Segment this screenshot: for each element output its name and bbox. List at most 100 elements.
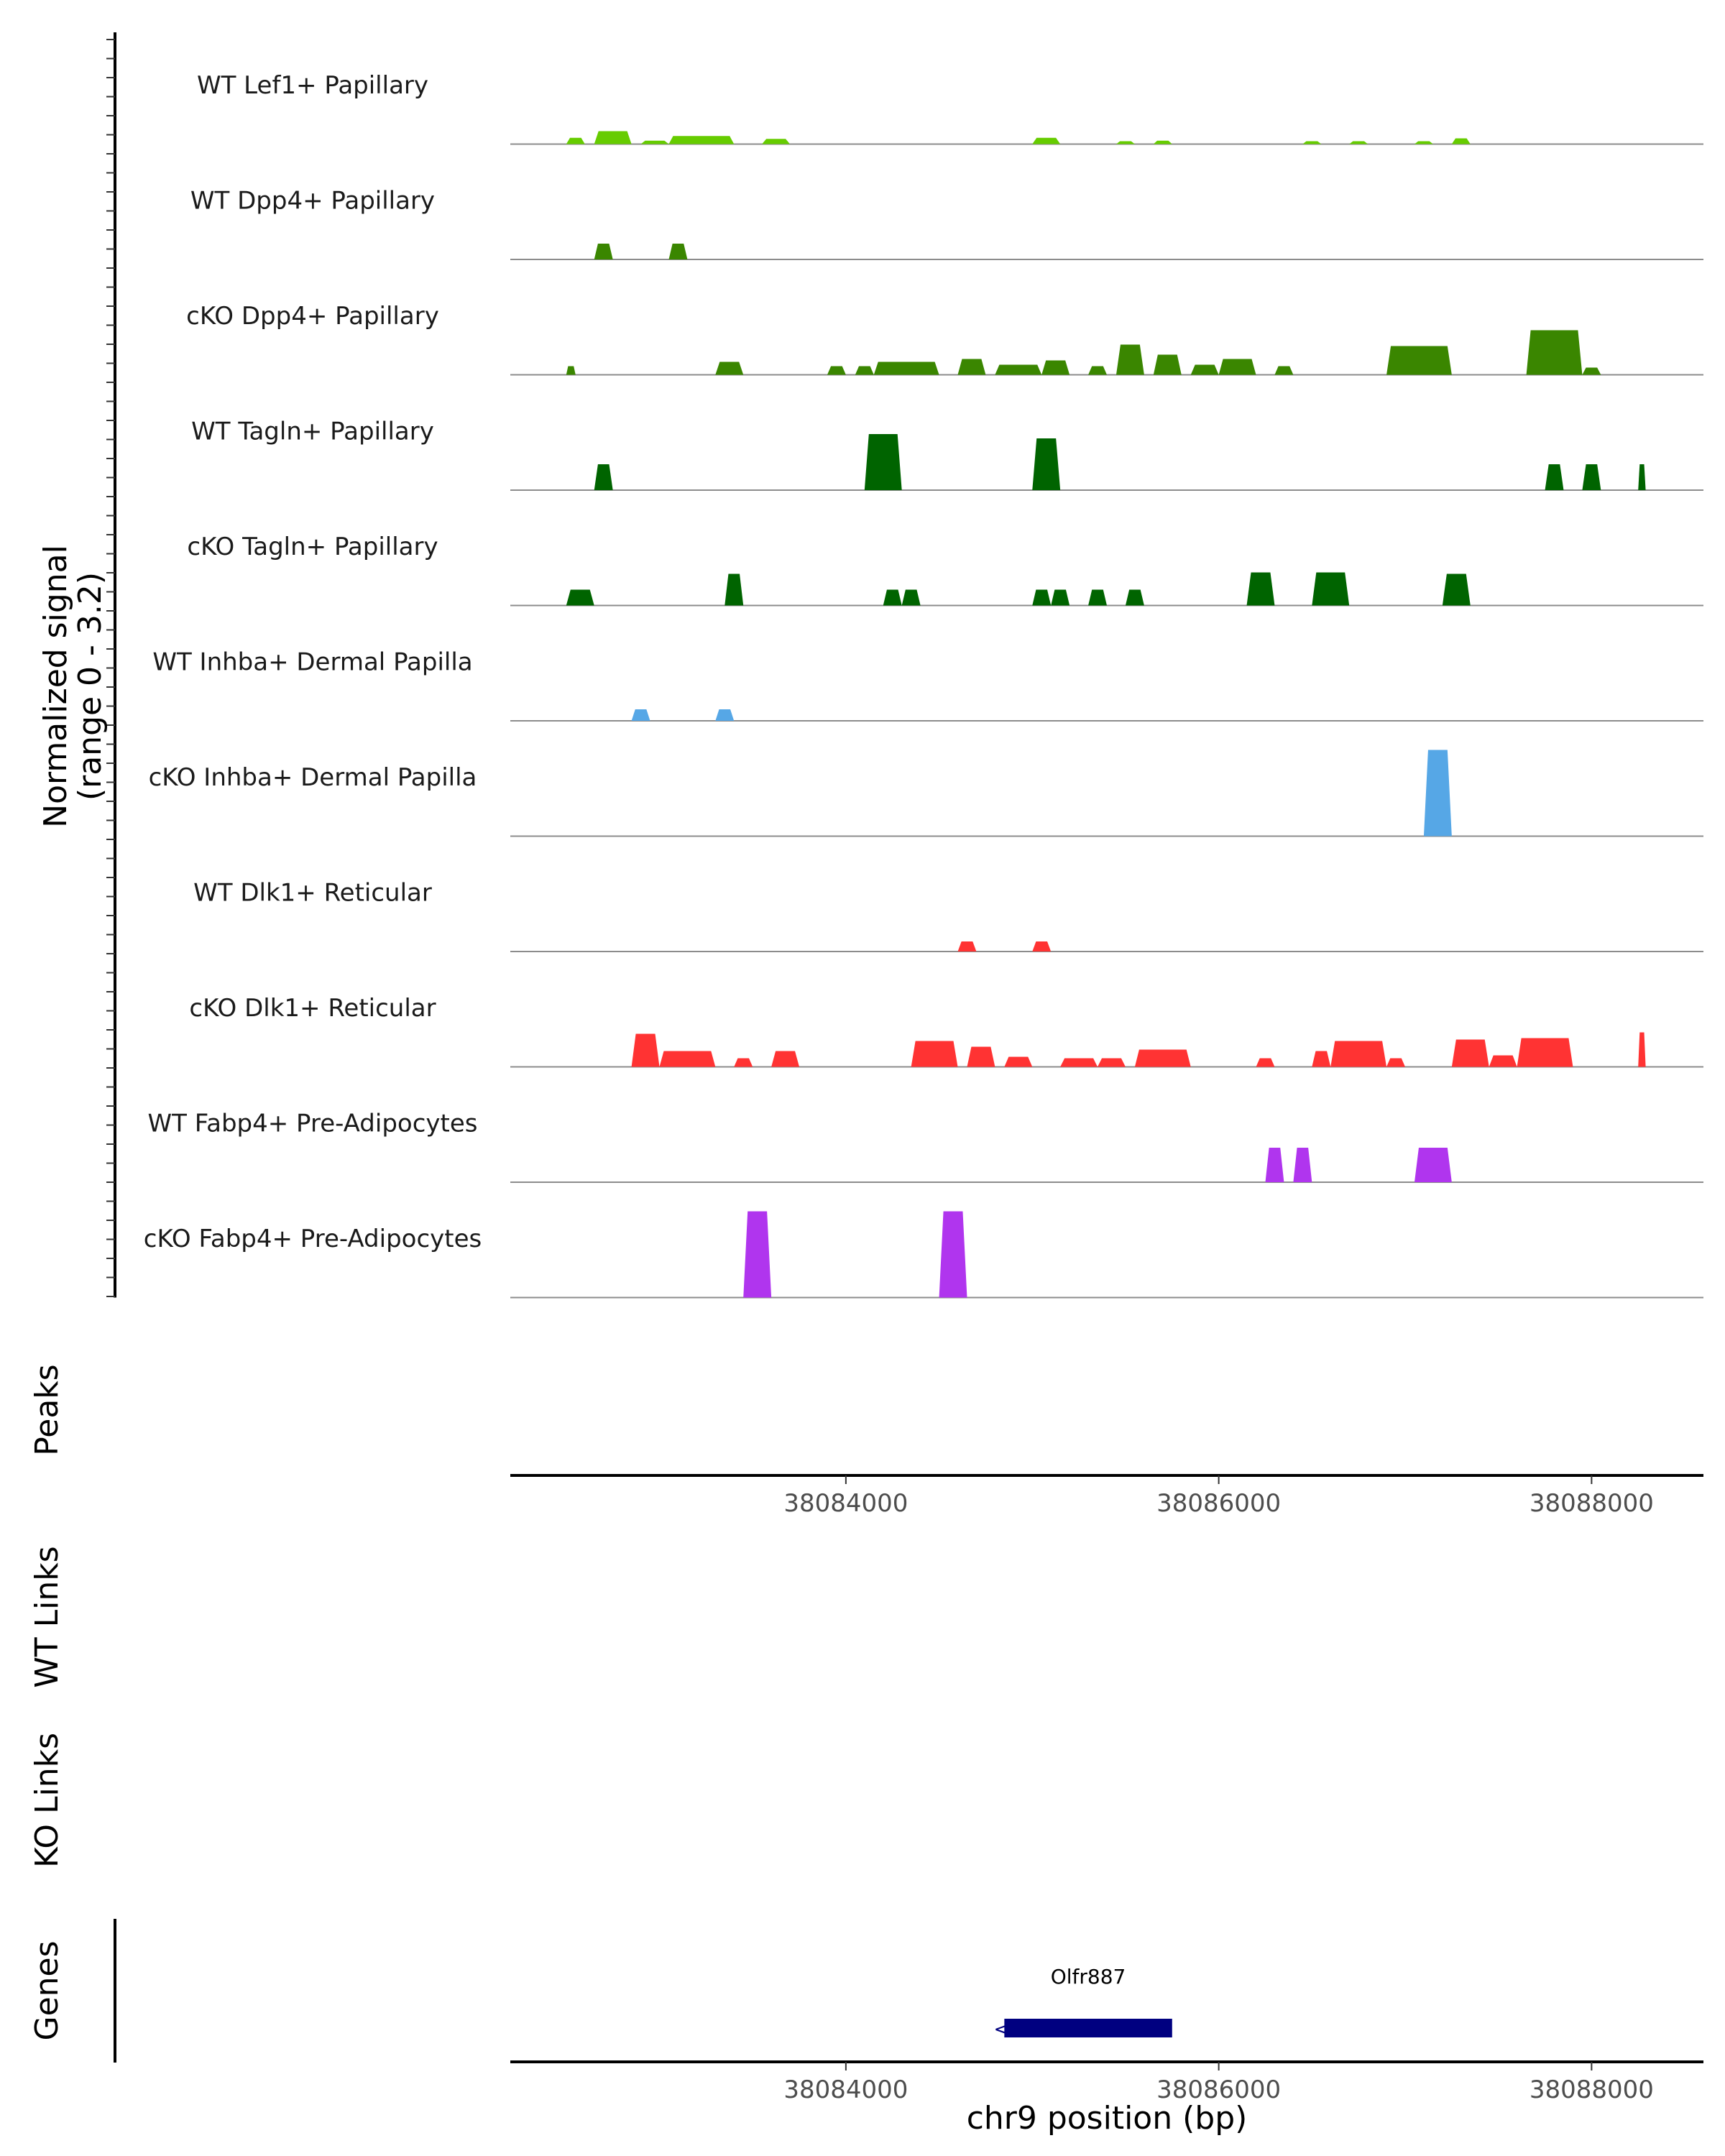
signal-peak bbox=[1638, 1032, 1646, 1067]
track-1: WT Lef1+ Papillary bbox=[197, 71, 1703, 145]
signal-peak bbox=[566, 366, 576, 375]
signal-peak bbox=[1293, 1148, 1312, 1182]
signal-peak bbox=[957, 359, 986, 375]
signal-peak bbox=[1088, 589, 1107, 606]
x-tick-label: 38088000 bbox=[1530, 2076, 1654, 2104]
peaks-x-axis: 38084000 38086000 38088000 bbox=[510, 1474, 1703, 1518]
signal-peak bbox=[1153, 354, 1182, 375]
signal-peak bbox=[1451, 1039, 1489, 1067]
signal-peak bbox=[631, 709, 650, 721]
signal-peak bbox=[1414, 1148, 1452, 1182]
signal-peak bbox=[1451, 138, 1471, 144]
track-label: WT Inhba+ Dermal Papilla bbox=[152, 648, 472, 677]
signal-peak bbox=[1489, 1055, 1517, 1067]
track-6: WT Inhba+ Dermal Papilla bbox=[152, 648, 1703, 722]
signal-peak bbox=[957, 941, 977, 952]
coverage-tracks: WT Lef1+ Papillary WT Dpp4+ Papillary cKO … bbox=[144, 71, 1703, 1299]
signal-peak bbox=[911, 1041, 958, 1067]
signal-peak bbox=[1302, 141, 1322, 144]
signal-peak bbox=[1134, 1049, 1191, 1067]
signal-peak bbox=[1265, 1148, 1284, 1182]
signal-peak bbox=[631, 1033, 660, 1067]
signal-y-axis: Normalized signal(range 0 - 3.2) bbox=[37, 32, 116, 1298]
signal-peak bbox=[883, 589, 902, 606]
signal-peak bbox=[1386, 1058, 1405, 1067]
signal-peak bbox=[1032, 438, 1061, 490]
signal-peak bbox=[640, 140, 669, 144]
gene-strand-marker: < bbox=[993, 2019, 1009, 2040]
signal-peak bbox=[668, 136, 735, 144]
track-label: WT Dpp4+ Papillary bbox=[190, 187, 435, 216]
signal-peak bbox=[734, 1058, 753, 1067]
signal-peak bbox=[743, 1211, 772, 1298]
signal-peak bbox=[762, 139, 791, 144]
signal-peak bbox=[827, 366, 846, 375]
x-tick-label: 38088000 bbox=[1530, 1489, 1654, 1518]
signal-peak bbox=[1312, 1051, 1331, 1067]
signal-peak bbox=[1125, 589, 1144, 606]
signal-peak bbox=[1517, 1038, 1573, 1067]
signal-peak bbox=[1032, 137, 1061, 144]
wt-links-section-label: WT Links bbox=[29, 1546, 65, 1687]
signal-peak bbox=[1386, 346, 1452, 375]
axis-titles: Peaks WT Links KO Links Genes chr9 position … bbox=[29, 1364, 1247, 2137]
y-axis-title: Normalized signal(range 0 - 3.2) bbox=[37, 545, 109, 828]
signal-peak bbox=[873, 361, 939, 375]
track-label: cKO Dlk1+ Reticular bbox=[189, 994, 436, 1023]
x-tick-label: 38086000 bbox=[1156, 1489, 1281, 1518]
signal-peak bbox=[594, 131, 632, 144]
signal-peak bbox=[715, 709, 735, 721]
track-4: WT Tagln+ Papillary bbox=[191, 418, 1703, 491]
track-label: WT Tagln+ Papillary bbox=[191, 418, 434, 446]
signal-peak bbox=[724, 573, 744, 606]
ko-links-section-label: KO Links bbox=[29, 1733, 65, 1868]
x-tick-label: 38084000 bbox=[783, 2076, 908, 2104]
peaks-section-label: Peaks bbox=[29, 1364, 65, 1455]
signal-peak bbox=[1116, 344, 1144, 375]
signal-peak bbox=[1330, 1041, 1387, 1067]
track-8: WT Dlk1+ Reticular bbox=[193, 879, 1703, 952]
track-11: cKO Fabp4+ Pre-Adipocytes bbox=[144, 1211, 1703, 1299]
track-label: WT Lef1+ Papillary bbox=[197, 71, 428, 100]
track-label: cKO Tagln+ Papillary bbox=[187, 533, 438, 561]
genes-section-label: Genes bbox=[29, 1940, 65, 2040]
signal-peak bbox=[1526, 330, 1583, 375]
signal-peak bbox=[715, 361, 744, 375]
signal-peak bbox=[1041, 360, 1070, 375]
signal-peak bbox=[594, 464, 613, 490]
track-3: cKO Dpp4+ Papillary bbox=[186, 302, 1703, 376]
track-label: WT Dlk1+ Reticular bbox=[193, 879, 432, 908]
gene-body bbox=[1004, 2019, 1172, 2037]
signal-peak bbox=[566, 137, 585, 144]
track-7: cKO Inhba+ Dermal Papilla bbox=[149, 750, 1703, 837]
signal-peak bbox=[1274, 366, 1294, 375]
signal-peak bbox=[1098, 1058, 1126, 1067]
x-axis-title: chr9 position (bp) bbox=[967, 2100, 1248, 2137]
signal-peak bbox=[771, 1051, 800, 1067]
x-tick-label: 38086000 bbox=[1156, 2076, 1281, 2104]
track-label: cKO Fabp4+ Pre-Adipocytes bbox=[144, 1225, 482, 1253]
signal-peak bbox=[967, 1046, 995, 1067]
signal-peak bbox=[1545, 464, 1564, 490]
signal-peak bbox=[901, 589, 921, 606]
genes-track: < Olfr887 38084000 38086000 38088000 bbox=[114, 1919, 1703, 2104]
signal-peak bbox=[1582, 367, 1601, 375]
signal-peak bbox=[1032, 589, 1052, 606]
signal-peak bbox=[1116, 141, 1135, 144]
track-label: cKO Inhba+ Dermal Papilla bbox=[149, 763, 477, 792]
signal-peak bbox=[659, 1051, 716, 1067]
signal-peak bbox=[1312, 572, 1350, 606]
track-10: WT Fabp4+ Pre-Adipocytes bbox=[148, 1110, 1703, 1183]
signal-peak bbox=[1442, 573, 1471, 606]
signal-peak bbox=[594, 244, 613, 259]
track-label: WT Fabp4+ Pre-Adipocytes bbox=[148, 1110, 478, 1138]
signal-peak bbox=[1032, 941, 1052, 952]
signal-peak bbox=[1088, 366, 1107, 375]
signal-peak bbox=[995, 364, 1042, 375]
signal-peak bbox=[864, 434, 902, 490]
signal-peak bbox=[1414, 141, 1433, 144]
signal-peak bbox=[1256, 1058, 1275, 1067]
signal-peak bbox=[1153, 140, 1172, 144]
track-label: cKO Dpp4+ Papillary bbox=[186, 302, 439, 331]
